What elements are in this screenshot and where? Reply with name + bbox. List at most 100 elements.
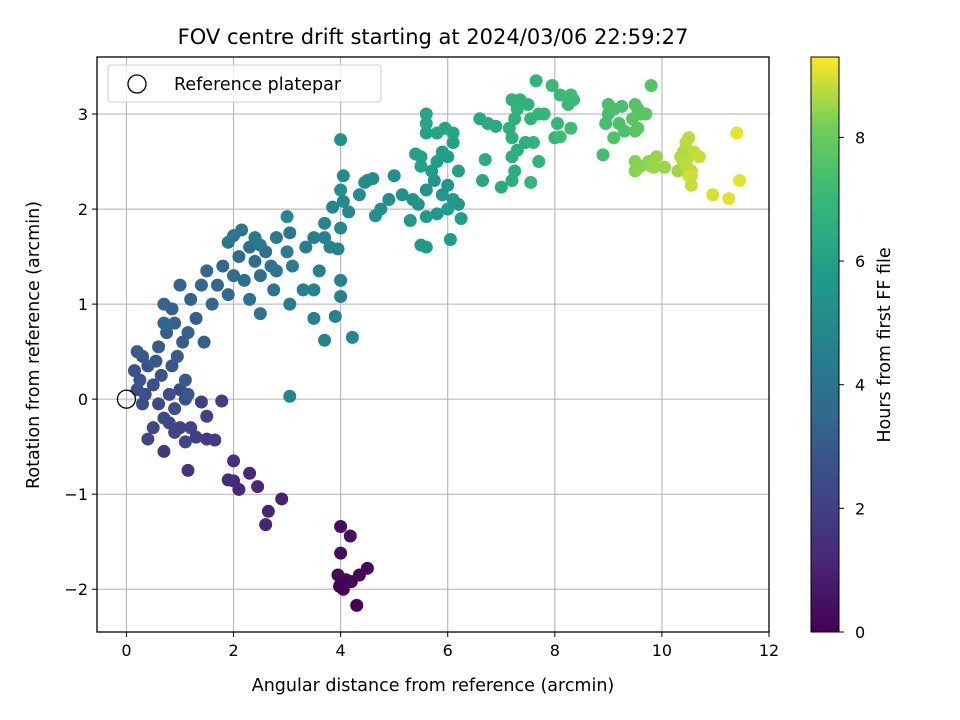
scatter-point [628,164,642,178]
scatter-point [176,335,190,349]
scatter-point [529,74,543,88]
scatter-point [550,117,564,131]
scatter-point [615,99,629,113]
scatter-point [243,466,257,480]
scatter-point [358,175,372,189]
scatter-point [360,561,374,575]
scatter-point [189,311,203,325]
colorbar-tick-label: 6 [855,252,865,271]
scatter-point [146,421,160,435]
scatter-point [152,397,166,411]
scatter-point [443,232,457,246]
scatter-point [299,240,313,254]
scatter-point [200,264,214,278]
scatter-point [395,188,409,202]
scatter-point [387,169,401,183]
scatter-point [334,520,348,534]
scatter-point [350,598,364,612]
x-tick-label: 6 [443,641,453,660]
scatter-point [157,411,171,425]
colorbar: 0 2 4 6 8 Hours from first FF file [810,56,895,642]
x-tick-label: 4 [336,641,346,660]
colorbar-tick-label: 4 [855,376,865,395]
scatter-point [146,378,160,392]
scatter-point [628,124,642,138]
scatter-point [334,546,348,560]
scatter-point [658,160,672,174]
scatter-point [510,98,524,112]
scatter-point [334,273,348,287]
scatter-point [200,409,214,423]
scatter-point [419,107,433,121]
scatter-point [162,387,176,401]
scatter-point [446,126,460,140]
scatter-point [328,309,342,323]
scatter-point [368,209,382,223]
scatter-point [679,156,693,170]
y-tick-label: 3 [78,105,88,124]
y-tick-label: 2 [78,200,88,219]
scatter-point [312,264,326,278]
colorbar-tick-label: 8 [855,128,865,147]
scatter-point [205,297,219,311]
reference-platepar-marker [116,389,137,409]
scatter-point [261,504,275,518]
scatter-point [138,387,152,401]
scatter-point [430,155,444,169]
legend: Reference platepar [107,64,382,103]
scatter-point [425,164,439,178]
scatter-point [253,238,267,252]
scatter-point [430,207,444,221]
scatter-point [253,307,267,321]
scatter-point [684,169,698,183]
scatter-point [181,387,195,401]
scatter-point [307,283,321,297]
scatter-point [170,349,184,363]
scatter-point [419,240,433,254]
scatter-point [285,259,299,273]
scatter-point [189,430,203,444]
scatter-point [419,117,433,131]
scatter-point [318,231,332,245]
x-axis-label: Angular distance from reference (arcmin) [252,676,615,696]
scatter-point [334,133,348,147]
scatter-point [336,194,350,208]
scatter-point [127,364,141,378]
scatter-point [269,264,283,278]
scatter-point [382,193,396,207]
scatter-point [267,283,281,297]
scatter-point [730,126,744,140]
scatter-point [532,155,546,169]
scatter-point [435,188,449,202]
scatter-point [647,160,661,174]
scatter-point [545,79,559,93]
scatter-point [154,368,168,382]
scatter-point [296,283,310,297]
scatter-point [644,79,658,93]
x-tick-label: 10 [652,641,672,660]
y-tick-label: −1 [64,485,88,504]
grid-lines [97,57,770,632]
scatter-point [451,197,465,211]
scatter-point [208,433,222,447]
scatter-point [682,131,696,145]
scatter-point [227,269,241,283]
scatter-points [127,74,747,612]
scatter-point [441,150,455,164]
scatter-point [215,394,229,408]
y-tick-label: 1 [78,295,88,314]
scatter-point [283,389,297,403]
scatter-point [334,290,348,304]
scatter-point [157,444,171,458]
scatter-point [567,93,581,107]
scatter-point [526,136,540,150]
scatter-point [607,131,621,145]
scatter-point [331,242,345,256]
scatter-point [722,192,736,206]
colorbar-ticks: 0 2 4 6 8 [839,128,865,642]
legend-box [107,64,382,103]
scatter-point [248,254,262,268]
scatter-point [494,180,508,194]
scatter-point [283,226,297,240]
